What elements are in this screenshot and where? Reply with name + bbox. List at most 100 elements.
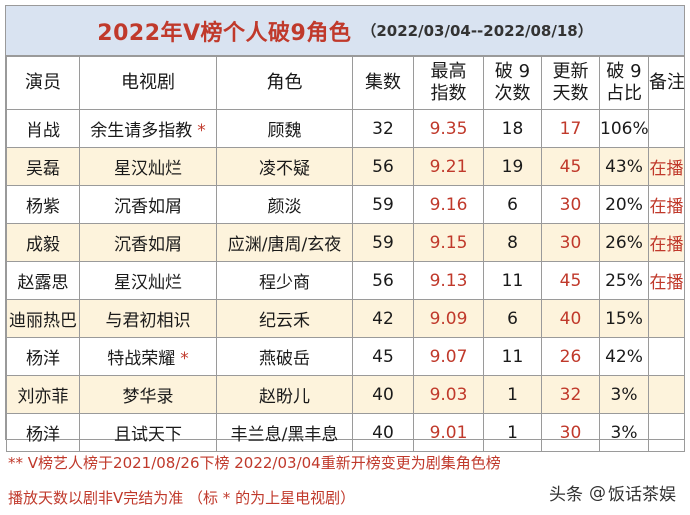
- cell-drama: 余生请多指教 *: [79, 109, 217, 148]
- cell-note: [648, 413, 685, 452]
- cell-drama: 沉香如屑: [79, 185, 217, 224]
- cell-actor: 吴磊: [6, 147, 80, 186]
- cell-days: 45: [541, 147, 600, 186]
- cell-times: 1: [483, 375, 542, 414]
- cell-peak: 9.07: [413, 337, 484, 376]
- cell-role: 纪云禾: [216, 299, 353, 338]
- cell-note: 在播: [648, 223, 685, 262]
- header-row: 演员 电视剧 角色 集数 最高 指数 破 9 次数 更新 天数 破 9 占比 备注: [6, 56, 685, 110]
- cell-note: 在播: [648, 185, 685, 224]
- cell-actor: 成毅: [6, 223, 80, 262]
- table-row: 刘亦菲 梦华录 赵盼儿 40 9.03 1 32 3%: [6, 375, 685, 414]
- cell-ratio: 25%: [599, 261, 649, 300]
- header-note: 备注: [648, 56, 685, 110]
- cell-ratio: 43%: [599, 147, 649, 186]
- cell-ratio: 15%: [599, 299, 649, 338]
- cell-drama: 沉香如屑: [79, 223, 217, 262]
- cell-times: 19: [483, 147, 542, 186]
- title-bar: 2022年V榜个人破9角色 （2022/03/04--2022/08/18）: [6, 6, 684, 56]
- cell-ratio: 106%: [599, 109, 649, 148]
- cell-days: 30: [541, 413, 600, 452]
- at-icon: @: [589, 482, 606, 503]
- cell-times: 8: [483, 223, 542, 262]
- cell-ratio: 42%: [599, 337, 649, 376]
- cell-role: 丰兰息/黑丰息: [216, 413, 353, 452]
- cell-role: 顾魏: [216, 109, 353, 148]
- cell-ratio: 3%: [599, 413, 649, 452]
- table-row: 成毅 沉香如屑 应渊/唐周/玄夜 59 9.15 8 30 26% 在播: [6, 223, 685, 262]
- cell-peak: 9.03: [413, 375, 484, 414]
- table-row: 吴磊 星汉灿烂 凌不疑 56 9.21 19 45 43% 在播: [6, 147, 685, 186]
- cell-actor: 肖战: [6, 109, 80, 148]
- header-actor: 演员: [6, 56, 80, 110]
- cell-episodes: 59: [352, 223, 414, 262]
- cell-drama: 特战荣耀 *: [79, 337, 217, 376]
- cell-role: 燕破岳: [216, 337, 353, 376]
- cell-peak: 9.13: [413, 261, 484, 300]
- table-row: 杨洋 且试天下 丰兰息/黑丰息 40 9.01 1 30 3%: [6, 413, 685, 452]
- ranking-table: 演员 电视剧 角色 集数 最高 指数 破 9 次数 更新 天数 破 9 占比 备注 肖战…: [6, 56, 685, 452]
- star-mark: *: [180, 349, 189, 369]
- watermark: 头条 @ 饭话茶娱: [549, 480, 676, 506]
- cell-note: [648, 337, 685, 376]
- watermark-name: 饭话茶娱: [608, 485, 676, 505]
- cell-drama: 梦华录: [79, 375, 217, 414]
- cell-note: 在播: [648, 261, 685, 300]
- cell-actor: 杨洋: [6, 337, 80, 376]
- cell-peak: 9.15: [413, 223, 484, 262]
- cell-times: 18: [483, 109, 542, 148]
- date-range: （2022/03/04--2022/08/18）: [361, 22, 593, 40]
- cell-actor: 赵露思: [6, 261, 80, 300]
- header-role: 角色: [216, 56, 353, 110]
- cell-actor: 迪丽热巴: [6, 299, 80, 338]
- cell-days: 26: [541, 337, 600, 376]
- footnote-2: 播放天数以剧非V完结为准 （标 * 的为上星电视剧）: [8, 489, 356, 507]
- cell-episodes: 45: [352, 337, 414, 376]
- cell-drama: 星汉灿烂: [79, 261, 217, 300]
- cell-ratio: 20%: [599, 185, 649, 224]
- cell-days: 17: [541, 109, 600, 148]
- cell-episodes: 42: [352, 299, 414, 338]
- cell-peak: 9.09: [413, 299, 484, 338]
- footnote-1: ** V榜艺人榜于2021/08/26下榜 2022/03/04重新开榜变更为剧…: [8, 454, 501, 472]
- cell-drama: 星汉灿烂: [79, 147, 217, 186]
- cell-episodes: 40: [352, 413, 414, 452]
- cell-days: 32: [541, 375, 600, 414]
- cell-role: 程少商: [216, 261, 353, 300]
- header-peak: 最高 指数: [413, 56, 484, 110]
- cell-times: 6: [483, 299, 542, 338]
- cell-drama: 且试天下: [79, 413, 217, 452]
- header-episodes: 集数: [352, 56, 414, 110]
- header-ratio: 破 9 占比: [599, 56, 649, 110]
- cell-times: 6: [483, 185, 542, 224]
- cell-note: [648, 109, 685, 148]
- cell-note: 在播: [648, 147, 685, 186]
- header-drama: 电视剧: [79, 56, 217, 110]
- cell-role: 赵盼儿: [216, 375, 353, 414]
- cell-note: [648, 299, 685, 338]
- cell-role: 应渊/唐周/玄夜: [216, 223, 353, 262]
- cell-ratio: 3%: [599, 375, 649, 414]
- cell-days: 30: [541, 185, 600, 224]
- cell-episodes: 56: [352, 261, 414, 300]
- table-row: 肖战 余生请多指教 * 顾魏 32 9.35 18 17 106%: [6, 109, 685, 148]
- cell-peak: 9.01: [413, 413, 484, 452]
- cell-episodes: 59: [352, 185, 414, 224]
- cell-times: 11: [483, 261, 542, 300]
- cell-peak: 9.21: [413, 147, 484, 186]
- star-mark: *: [197, 121, 206, 141]
- cell-role: 凌不疑: [216, 147, 353, 186]
- table-row: 杨洋 特战荣耀 * 燕破岳 45 9.07 11 26 42%: [6, 337, 685, 376]
- cell-peak: 9.35: [413, 109, 484, 148]
- cell-role: 颜淡: [216, 185, 353, 224]
- header-days: 更新 天数: [541, 56, 600, 110]
- cell-days: 30: [541, 223, 600, 262]
- cell-times: 1: [483, 413, 542, 452]
- cell-days: 40: [541, 299, 600, 338]
- cell-note: [648, 375, 685, 414]
- cell-actor: 杨紫: [6, 185, 80, 224]
- table-body: 肖战 余生请多指教 * 顾魏 32 9.35 18 17 106% 吴磊 星汉灿烂 凌不疑 56 9.21…: [6, 109, 685, 452]
- table-row: 赵露思 星汉灿烂 程少商 56 9.13 11 45 25% 在播: [6, 261, 685, 300]
- cell-episodes: 32: [352, 109, 414, 148]
- table-row: 杨紫 沉香如屑 颜淡 59 9.16 6 30 20% 在播: [6, 185, 685, 224]
